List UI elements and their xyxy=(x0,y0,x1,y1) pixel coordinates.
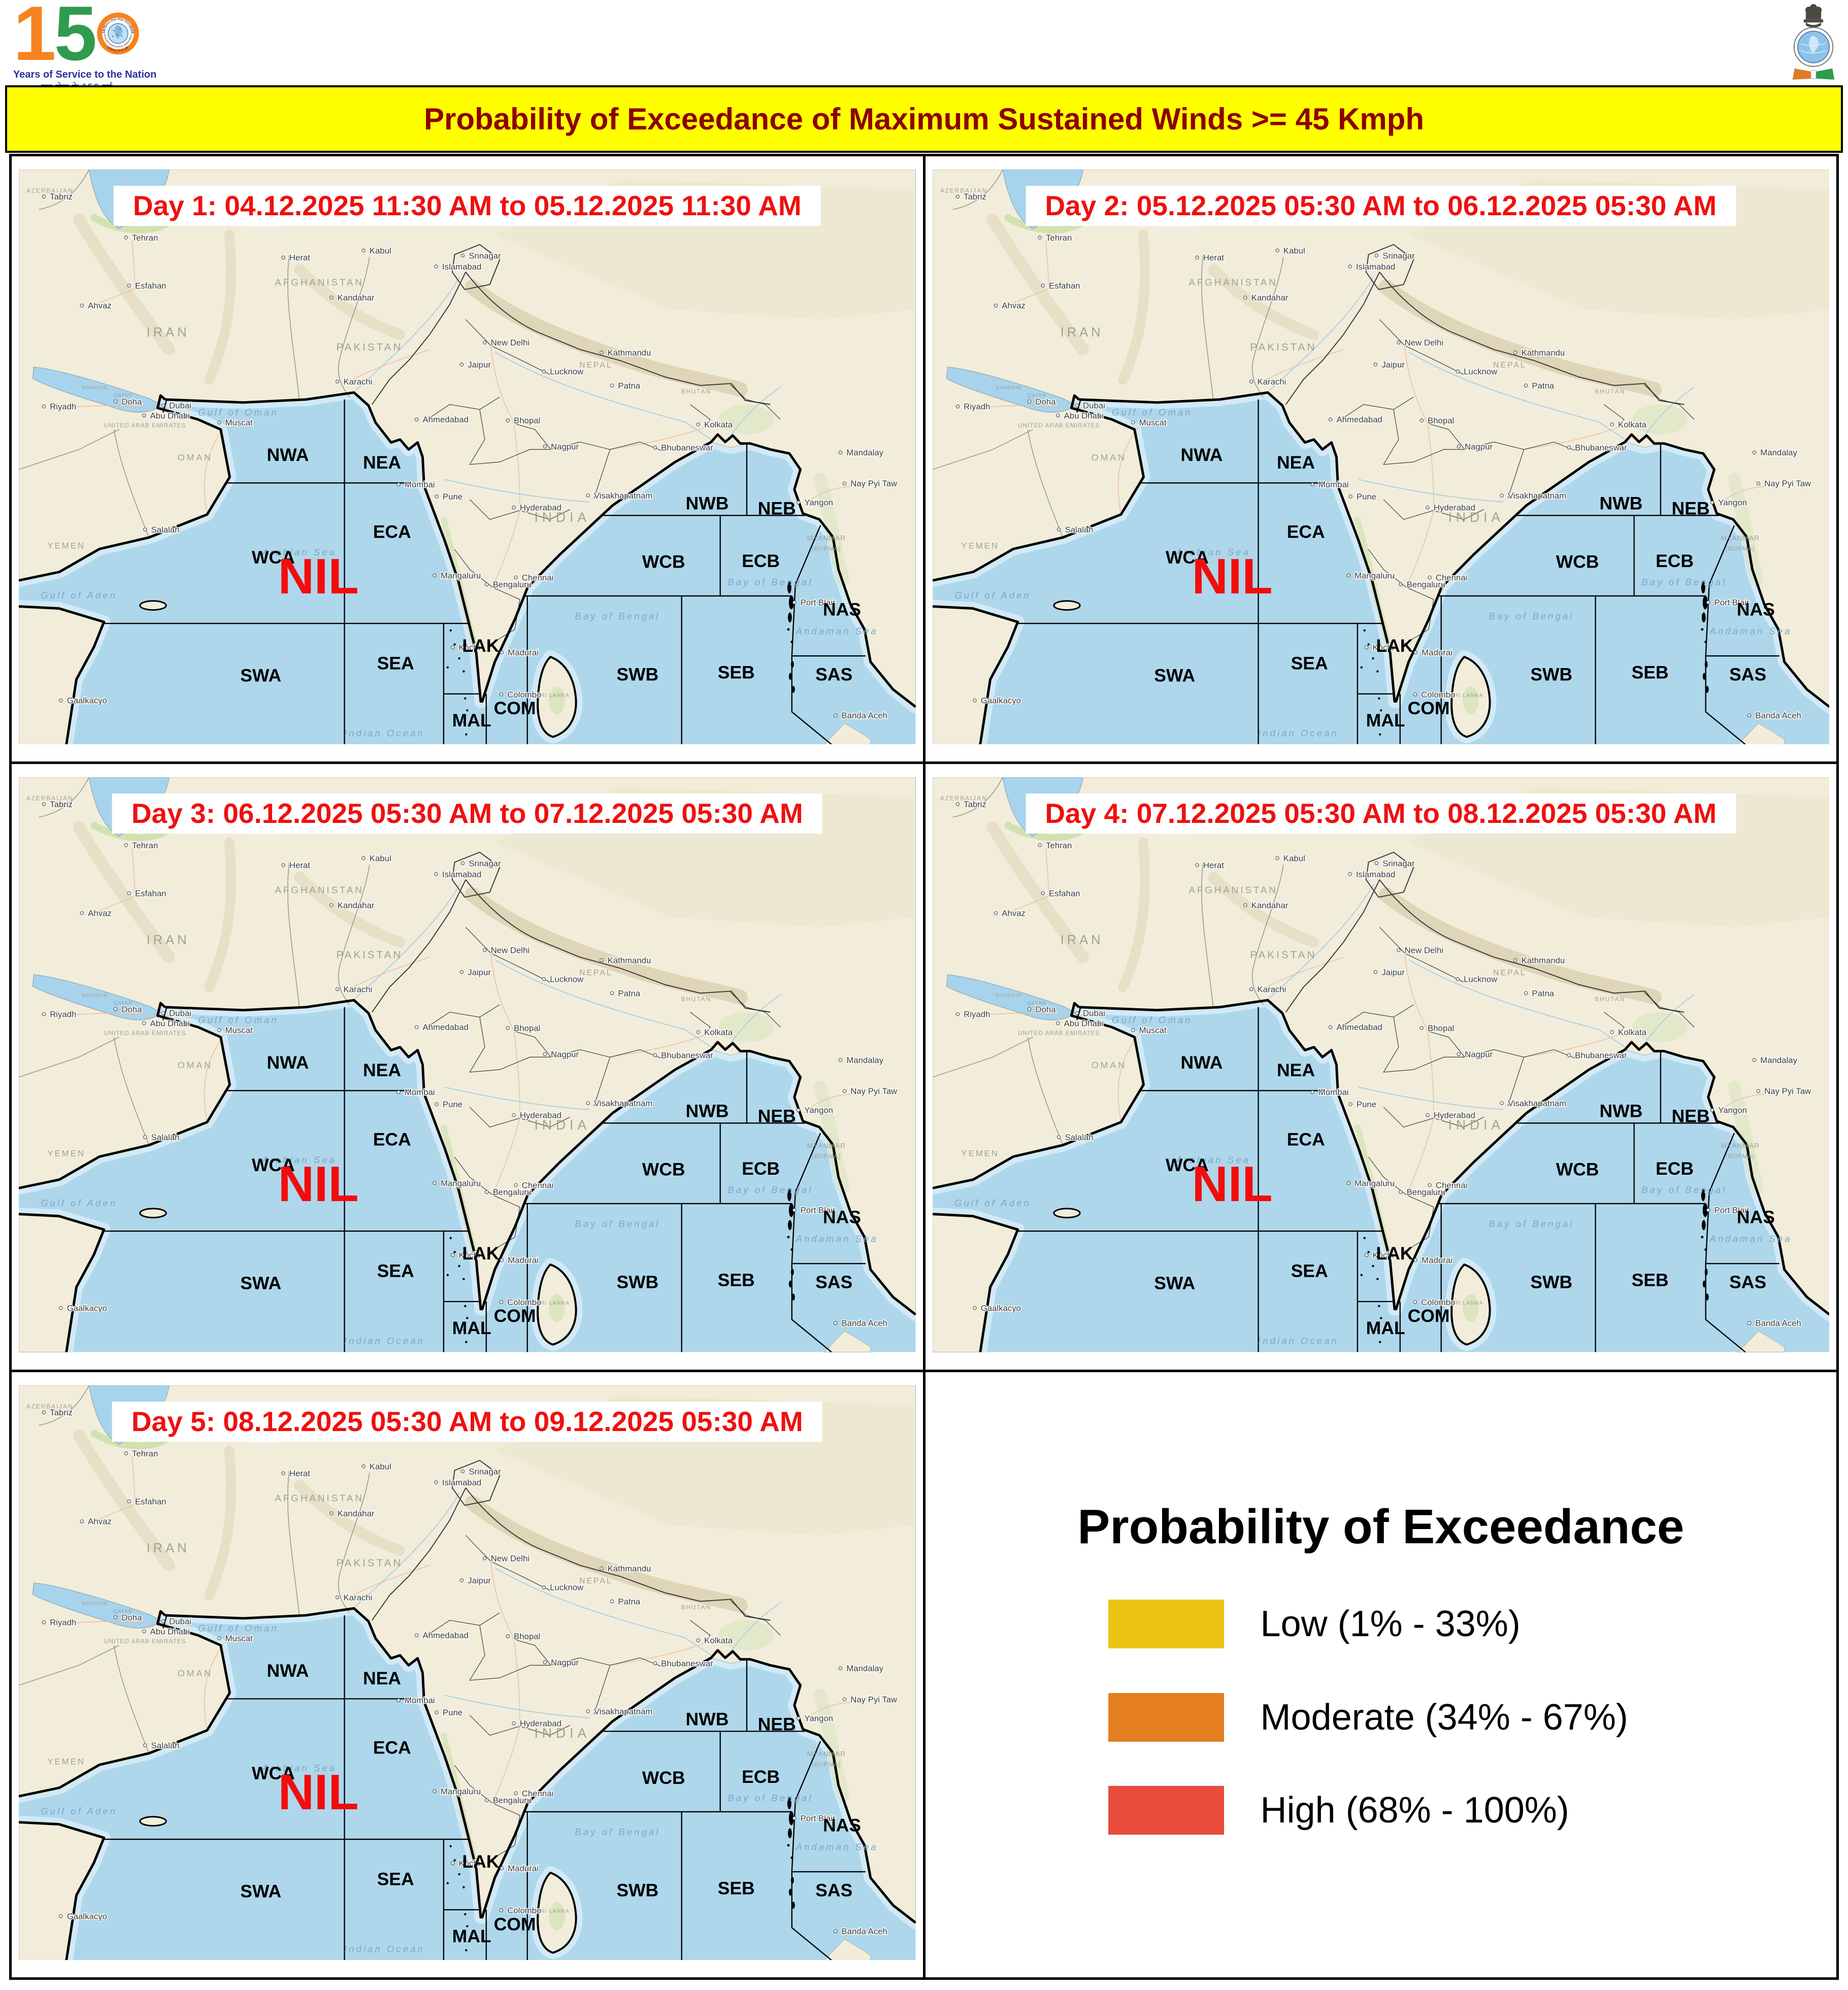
map-canvas-day-2 xyxy=(933,170,1830,744)
panel-title-day-3: Day 3: 06.12.2025 05:30 AM to 07.12.2025… xyxy=(112,793,822,834)
map-canvas-day-4 xyxy=(933,777,1830,1352)
emblem-ribbon xyxy=(1792,68,1835,80)
logo-year-end: 2025 xyxy=(128,25,134,34)
panel-day-3: Day 3: 06.12.2025 05:30 AM to 07.12.2025… xyxy=(12,764,923,1370)
panel-title-day-1: Day 1: 04.12.2025 11:30 AM to 05.12.2025… xyxy=(113,186,821,226)
logo-caption-english: Years of Service to the Nation xyxy=(13,69,157,80)
legend-label-low: Low (1% - 33%) xyxy=(1260,1603,1521,1644)
legend-label-moderate: Moderate (34% - 67%) xyxy=(1260,1697,1628,1738)
legend-item-high: High (68% - 100%) xyxy=(1108,1785,1569,1835)
map-day-4: Day 4: 07.12.2025 05:30 AM to 08.12.2025… xyxy=(933,777,1830,1352)
legend-panel: Probability of Exceedance Low (1% - 33%)… xyxy=(925,1372,1836,1977)
map-canvas-day-1 xyxy=(19,170,916,744)
legend-title: Probability of Exceedance xyxy=(1077,1499,1685,1554)
imd-emblem xyxy=(1792,4,1835,80)
panel-day-1: Day 1: 04.12.2025 11:30 AM to 05.12.2025… xyxy=(12,156,923,762)
map-day-1: Day 1: 04.12.2025 11:30 AM to 05.12.2025… xyxy=(19,170,916,744)
panel-title-day-4: Day 4: 07.12.2025 05:30 AM to 08.12.2025… xyxy=(1026,793,1736,834)
legend-label-high: High (68% - 100%) xyxy=(1260,1789,1569,1831)
map-canvas-day-5 xyxy=(19,1385,916,1960)
imd-150-years-logo: 1 5 1875 2025 भारत मौसम विज्ञान विभाग xyxy=(13,0,157,93)
legend-item-moderate: Moderate (34% - 67%) xyxy=(1108,1693,1628,1742)
emblem-india-shape xyxy=(1808,35,1820,54)
logo-digit-1: 1 xyxy=(13,0,56,77)
svg-text:2025: 2025 xyxy=(128,25,134,34)
panel-day-4: Day 4: 07.12.2025 05:30 AM to 08.12.2025… xyxy=(925,764,1836,1370)
logo-digit-5: 5 xyxy=(54,0,97,77)
title-banner: Probability of Exceedance of Maximum Sus… xyxy=(5,85,1843,153)
forecast-panel-grid: Day 1: 04.12.2025 11:30 AM to 05.12.2025… xyxy=(9,154,1839,1980)
logo-150-digits: 1 5 1875 2025 भारत मौसम विज्ञान विभाग xyxy=(13,0,140,77)
legend-item-low: Low (1% - 33%) xyxy=(1108,1599,1521,1648)
panel-day-5: Day 5: 08.12.2025 05:30 AM to 09.12.2025… xyxy=(12,1372,923,1977)
panel-title-day-5: Day 5: 08.12.2025 05:30 AM to 09.12.2025… xyxy=(112,1401,822,1442)
map-day-3: Day 3: 06.12.2025 05:30 AM to 07.12.2025… xyxy=(19,777,916,1352)
panel-day-2: Day 2: 05.12.2025 05:30 AM to 06.12.2025… xyxy=(925,156,1836,762)
logo-zero-emblem: 1875 2025 भारत मौसम विज्ञान विभाग INDIA … xyxy=(97,12,139,55)
logo-year-start: 1875 xyxy=(102,25,108,34)
page-title: Probability of Exceedance of Maximum Sus… xyxy=(424,102,1424,136)
legend-swatch-low xyxy=(1108,1599,1224,1648)
map-day-5: Day 5: 08.12.2025 05:30 AM to 09.12.2025… xyxy=(19,1385,916,1960)
panel-title-day-2: Day 2: 05.12.2025 05:30 AM to 06.12.2025… xyxy=(1026,186,1736,226)
map-canvas-day-3 xyxy=(19,777,916,1352)
legend-swatch-moderate xyxy=(1108,1693,1224,1742)
ashoka-lion-capital-icon xyxy=(1803,4,1824,28)
svg-text:1875: 1875 xyxy=(102,25,108,34)
map-day-2: Day 2: 05.12.2025 05:30 AM to 06.12.2025… xyxy=(933,170,1830,744)
logo-globe-dots xyxy=(112,28,122,37)
legend-swatch-high xyxy=(1108,1785,1224,1835)
logo-india-shape xyxy=(115,25,123,39)
